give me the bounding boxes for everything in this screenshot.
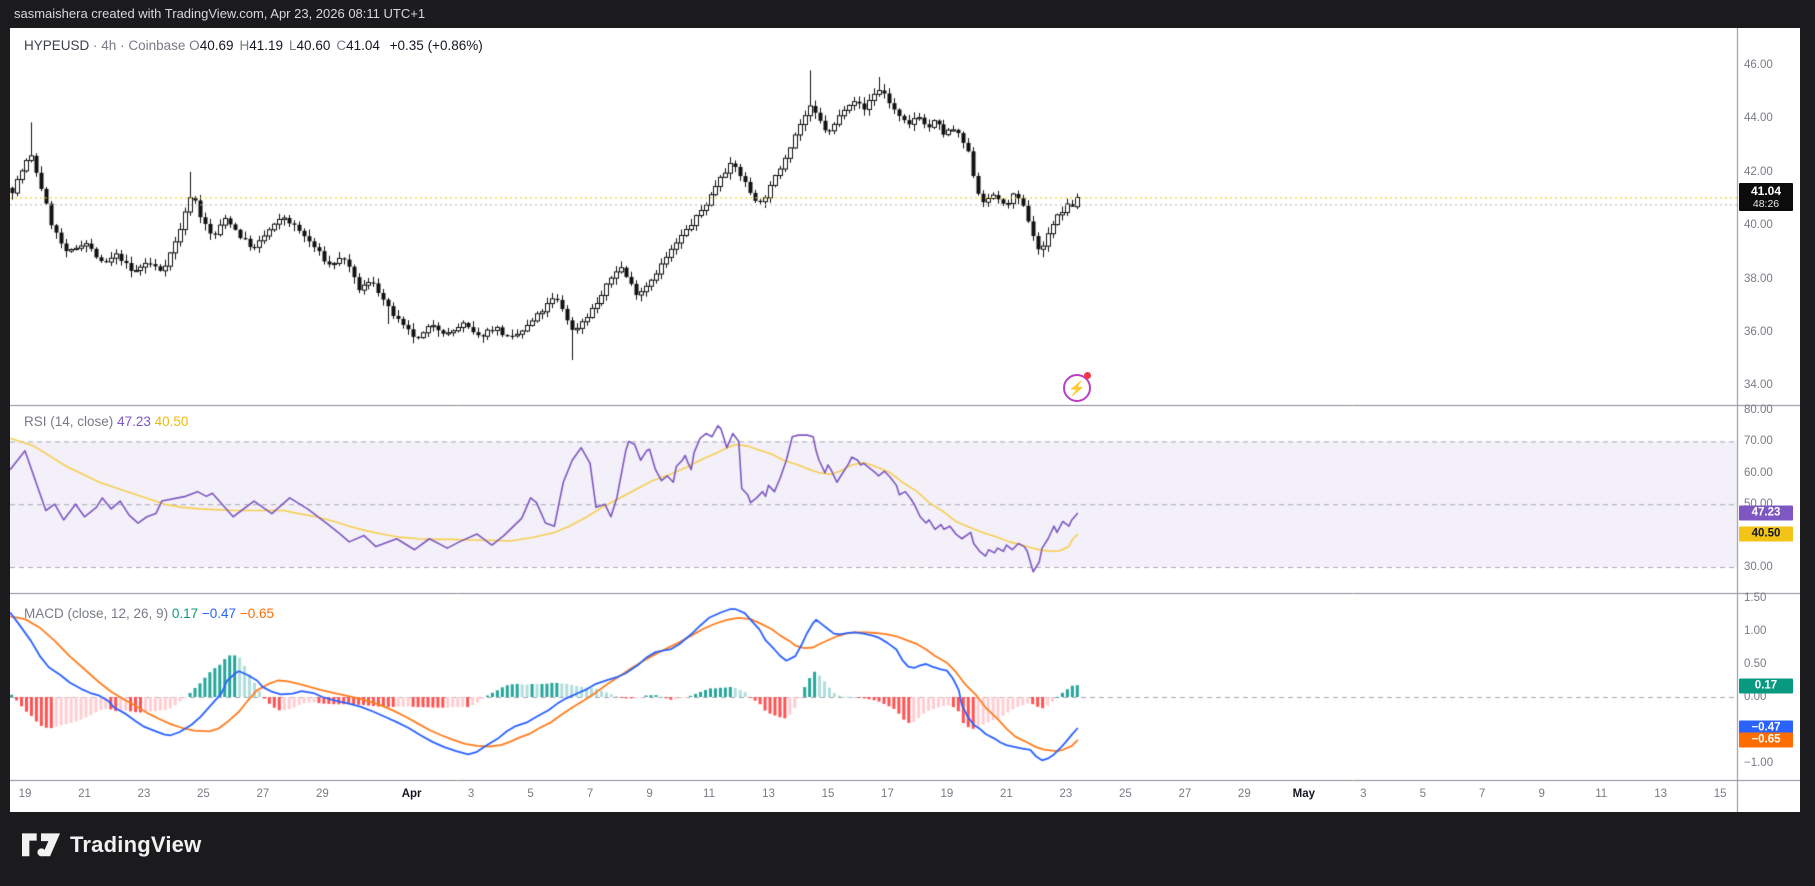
time-tick-label: 25 [197, 788, 210, 800]
time-tick-label: 5 [527, 788, 534, 800]
time-tick-label: Apr [401, 788, 422, 800]
axis-tick-label: 40.00 [1744, 219, 1773, 232]
chart-canvas[interactable] [10, 28, 1800, 812]
axis-tick-label: 34.00 [1744, 379, 1773, 392]
time-tick-label: 21 [1000, 788, 1013, 800]
time-tick-label: 29 [315, 788, 329, 800]
time-tick-label: 7 [586, 788, 594, 800]
high-letter: H [239, 38, 250, 53]
time-tick-label: 15 [1713, 788, 1727, 800]
time-tick-label: 23 [1059, 788, 1073, 800]
axis-tick-label: 60.00 [1744, 466, 1773, 479]
low-letter: L [289, 38, 297, 53]
last-price-label: 41.04 48:26 [1739, 183, 1793, 212]
time-tick-label: 17 [881, 788, 894, 800]
exchange-label: Coinbase [128, 38, 186, 53]
rsi-axis-label: 47.23 [1739, 505, 1793, 521]
time-tick-label: 27 [1178, 788, 1192, 800]
axis-tick-label: 70.00 [1744, 435, 1773, 448]
tradingview-wordmark: TradingView [70, 832, 202, 857]
low-value: 40.60 [296, 38, 331, 53]
notification-dot [1084, 372, 1091, 379]
change-value: +0.35 (+0.86%) [389, 38, 483, 53]
time-tick-label: 9 [1538, 788, 1545, 800]
tradingview-mark-icon [22, 833, 60, 857]
time-tick-label: 5 [1419, 788, 1426, 800]
macd-line-value: −0.47 [201, 606, 237, 621]
time-tick-label: 19 [940, 788, 954, 800]
time-tick-label: 15 [821, 788, 835, 800]
axis-tick-label: 0.00 [1744, 691, 1767, 703]
time-tick-label: 13 [762, 788, 775, 800]
close-value: 41.04 [346, 38, 380, 53]
time-tick-label: 3 [467, 788, 475, 800]
time-tick-label: 25 [1118, 788, 1132, 800]
tradingview-logo[interactable]: TradingView [22, 832, 201, 858]
axis-tick-label: 46.00 [1744, 59, 1773, 71]
time-tick-label: 11 [703, 788, 715, 800]
last-price-value: 41.04 [1750, 184, 1782, 199]
macd-hist-value: 0.17 [171, 606, 199, 621]
attribution-text: sasmaishera created with TradingView.com… [14, 6, 426, 21]
chart-area[interactable]: HYPEUSD · 4h · Coinbase O40.69 H41.19 L40.… [10, 28, 1800, 812]
footer-bar: TradingView [0, 812, 1815, 886]
legend-separator: · [120, 38, 125, 53]
time-tick-label: 19 [18, 788, 32, 800]
rsi-value: 47.23 [117, 414, 151, 429]
time-tick-label: 7 [1479, 788, 1486, 800]
axis-tick-label: 44.00 [1744, 112, 1773, 125]
macd-legend: MACD (close, 12, 26, 9) 0.17 −0.47 −0.65 [24, 606, 274, 621]
attribution-bar: sasmaishera created with TradingView.com… [0, 0, 1815, 28]
time-tick-label: 3 [1360, 788, 1367, 800]
axis-tick-label: 80.00 [1744, 404, 1773, 416]
time-tick-label: 29 [1237, 788, 1251, 800]
open-letter: O [189, 38, 200, 53]
rsi-ma-value: 40.50 [154, 414, 189, 429]
legend-separator: · [93, 38, 98, 53]
axis-tick-label: 38.00 [1744, 272, 1773, 285]
axis-tick-label: 30.00 [1744, 561, 1773, 573]
macd-title[interactable]: MACD [24, 606, 64, 621]
macd-signal-value: −0.65 [239, 606, 274, 621]
time-tick-label: 23 [137, 788, 151, 800]
time-tick-label: 13 [1654, 788, 1668, 800]
symbol-name[interactable]: HYPEUSD [24, 38, 90, 53]
open-value: 40.69 [199, 38, 234, 53]
bar-countdown: 48:26 [1752, 198, 1780, 211]
time-tick-label: May [1292, 788, 1315, 800]
rsi-ma-axis-label: 40.50 [1739, 526, 1793, 542]
axis-tick-label: 0.50 [1744, 658, 1767, 670]
macd-signal-axis-label: −0.65 [1739, 732, 1793, 748]
macd-axis-label: −0.47 [1739, 720, 1793, 736]
close-letter: C [336, 38, 347, 53]
rsi-title[interactable]: RSI [24, 414, 47, 429]
axis-tick-label: −1.00 [1744, 757, 1774, 769]
time-tick-label: 9 [646, 788, 653, 800]
high-value: 41.19 [249, 38, 284, 53]
time-tick-label: 27 [256, 788, 270, 800]
rsi-legend: RSI (14, close) 47.23 40.50 [24, 414, 188, 429]
axis-tick-label: 1.50 [1744, 592, 1767, 604]
time-tick-label: 11 [1595, 788, 1608, 800]
macd-params: (close, 12, 26, 9) [67, 606, 169, 621]
axis-tick-label: 42.00 [1744, 165, 1773, 178]
axis-tick-label: 36.00 [1744, 326, 1773, 338]
macd-hist-axis-label: 0.17 [1739, 678, 1793, 694]
axis-tick-label: 1.00 [1744, 625, 1767, 637]
rsi-params: (14, close) [50, 414, 114, 429]
time-tick-label: 21 [78, 788, 91, 800]
flash-idea-icon[interactable]: ⚡ [1063, 372, 1091, 402]
symbol-legend: HYPEUSD · 4h · Coinbase O40.69 H41.19 L40.… [24, 38, 489, 53]
interval-label[interactable]: 4h [101, 38, 117, 53]
